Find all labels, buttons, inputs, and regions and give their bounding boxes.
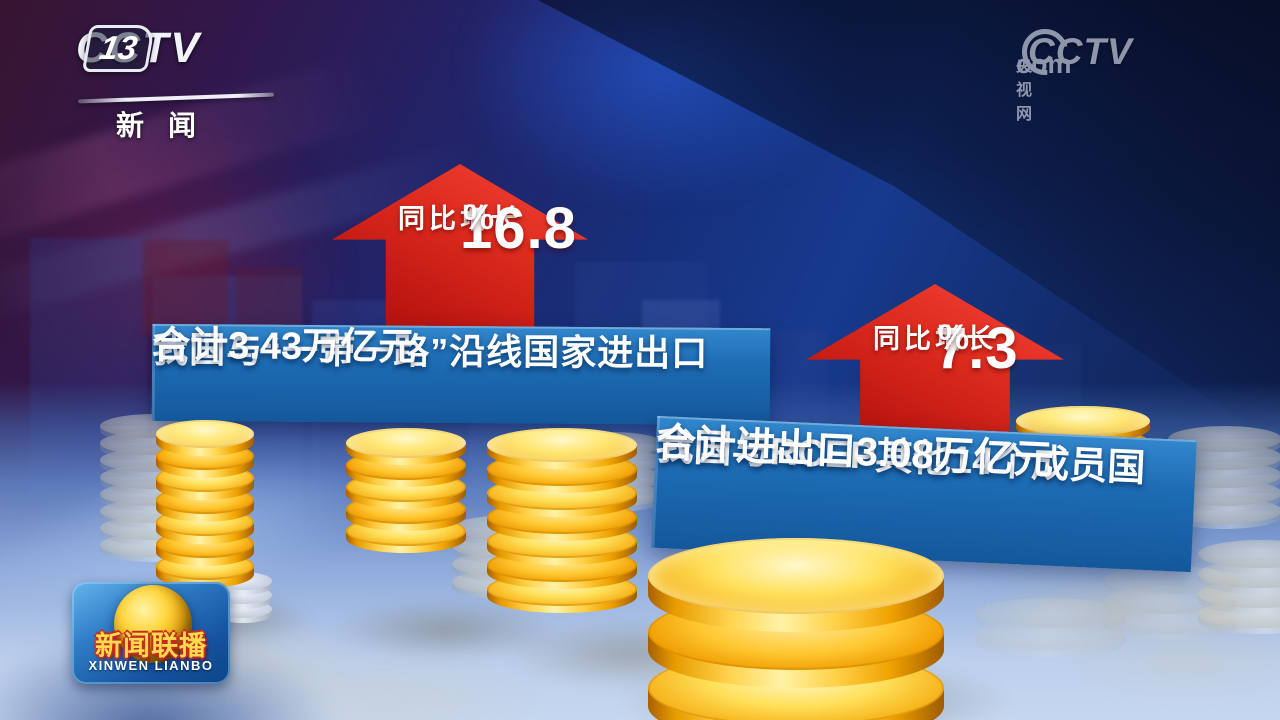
- coin: [1198, 540, 1280, 574]
- program-subtitle: XINWEN LIANBO: [88, 658, 214, 673]
- coin: [1198, 600, 1280, 634]
- percent-sign: %: [938, 318, 970, 357]
- coin: [1104, 606, 1236, 640]
- coin: [975, 598, 1125, 635]
- coin: [648, 538, 944, 632]
- growth-label: 同比增长: [398, 204, 522, 234]
- banner-belt-road: 我国与“一带一路”沿线国家进出口 合计3.43万亿元: [151, 323, 771, 426]
- program-title: 新闻联播: [95, 631, 207, 661]
- coin: [487, 548, 637, 589]
- coin-stack: [487, 428, 637, 630]
- coin: [975, 620, 1125, 657]
- coin: [487, 572, 637, 613]
- growth-number: 16.8: [460, 196, 577, 261]
- coin: [487, 428, 637, 469]
- banner-value: 合计3.43万亿元: [152, 324, 417, 369]
- program-badge-xinwen-lianbo: 新闻联播 XINWEN LIANBO: [72, 582, 230, 684]
- coin: [346, 428, 466, 465]
- building-silhouette: [142, 240, 228, 336]
- coin: [648, 650, 944, 720]
- coin: [156, 420, 254, 456]
- coin: [346, 516, 466, 553]
- growth-arrow-belt-road: 同比增长 16.8 %: [332, 164, 588, 332]
- globe-icon: [114, 585, 192, 663]
- watermark-domain: com: [1016, 49, 1072, 79]
- channel-name: 新闻: [116, 110, 221, 141]
- percent-sign: %: [463, 198, 495, 237]
- growth-label: 同比增长: [873, 324, 997, 354]
- coin-stack: [156, 420, 254, 602]
- coin-stack: [346, 428, 466, 568]
- coin-stack: [1198, 540, 1280, 648]
- watermark-cn-name: 央视网: [1016, 58, 1036, 123]
- coin-stack: [975, 598, 1125, 672]
- coin: [1104, 586, 1236, 620]
- channel-number-badge: 13: [81, 24, 155, 72]
- growth-number: 7.3: [935, 316, 1019, 381]
- coin-stack: [648, 538, 944, 720]
